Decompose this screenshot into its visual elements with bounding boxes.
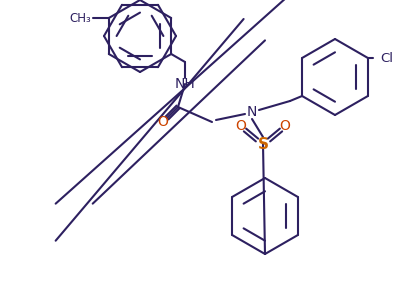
Text: S: S (258, 137, 269, 151)
Text: O: O (157, 115, 169, 129)
Text: O: O (280, 119, 290, 133)
Text: O: O (236, 119, 246, 133)
Text: CH₃: CH₃ (69, 11, 91, 24)
Text: Cl: Cl (380, 51, 393, 64)
Text: NH: NH (175, 77, 195, 91)
Text: N: N (247, 105, 257, 119)
